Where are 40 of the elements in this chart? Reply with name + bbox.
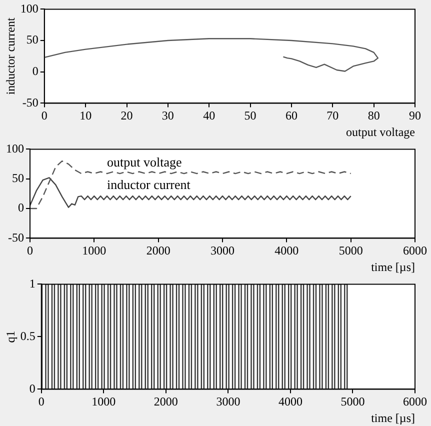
y-tick-label: 0 [18, 200, 24, 215]
x-axis-title: time [µs] [371, 260, 415, 274]
x-tick-label: 40 [203, 108, 216, 123]
x-tick-label: 70 [326, 108, 339, 123]
y-tick-label: 50 [12, 171, 24, 186]
x-tick-label: 0 [41, 108, 48, 123]
x-tick-label: 1000 [82, 244, 106, 258]
y-tick-label: 1 [29, 276, 36, 290]
y-tick-label: -50 [8, 230, 24, 244]
y-tick-label: 0 [29, 381, 36, 396]
x-tick-label: 6000 [403, 244, 427, 258]
x-tick-label: 2000 [154, 394, 178, 409]
x-tick-label: 50 [244, 108, 256, 123]
x-tick-label: 5000 [340, 394, 365, 409]
x-tick-label: 4000 [274, 244, 299, 258]
y-tick-label: 0 [32, 64, 38, 78]
x-tick-label: 90 [409, 108, 421, 123]
x-tick-label: 80 [368, 108, 380, 123]
y-tick-label: 50 [26, 32, 38, 47]
y-tick-label: 0.5 [20, 328, 36, 343]
x-tick-label: 2000 [146, 244, 170, 258]
y-axis-title: inductor current [3, 17, 18, 95]
x-tick-label: 3000 [216, 394, 240, 409]
x-tick-label: 4000 [278, 394, 302, 409]
x-tick-label: 1000 [92, 394, 116, 409]
x-tick-label: 60 [285, 108, 298, 123]
x-tick-label: 6000 [403, 394, 427, 409]
y-tick-label: -50 [22, 95, 38, 110]
x-tick-label: 20 [120, 108, 133, 123]
series-label: inductor current [107, 176, 191, 192]
y-tick-label: 100 [20, 1, 38, 16]
x-tick-label: 30 [162, 108, 174, 123]
x-tick-label: 5000 [338, 244, 363, 258]
x-tick-label: 10 [80, 108, 92, 123]
y-tick-label: 100 [6, 141, 24, 156]
series-label: output voltage [107, 154, 182, 170]
x-axis-title: output voltage [346, 124, 415, 139]
y-axis-title: q1 [3, 330, 18, 343]
x-tick-label: 3000 [210, 244, 234, 258]
x-axis-title: time [µs] [371, 410, 415, 425]
